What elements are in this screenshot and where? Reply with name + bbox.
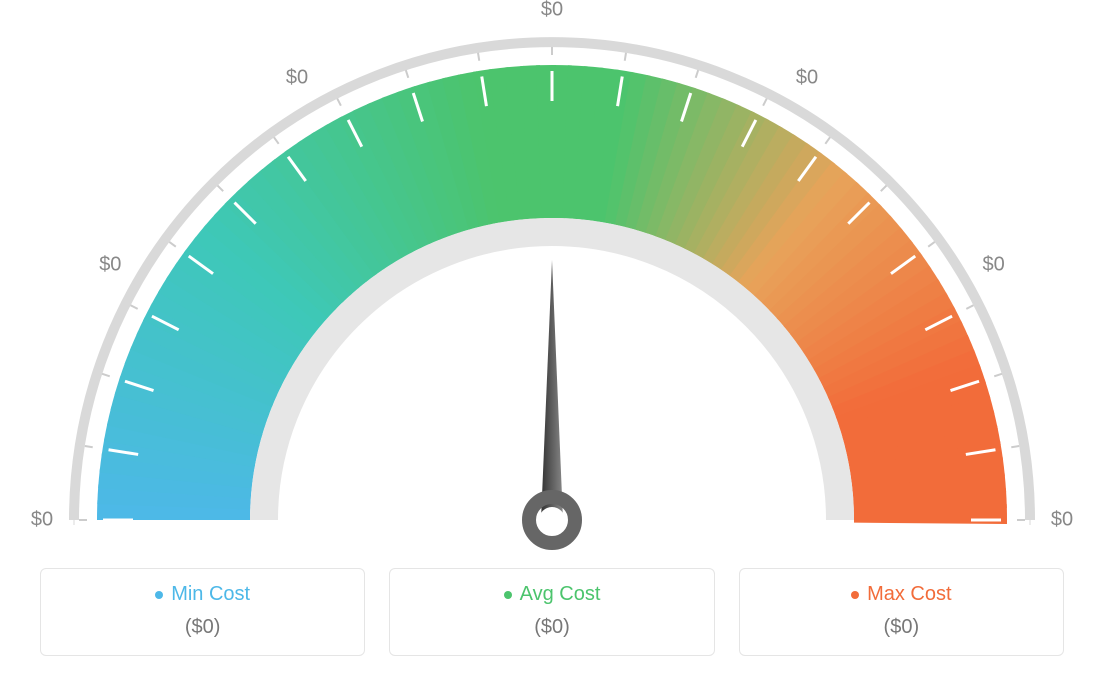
legend-dot-avg	[504, 591, 512, 599]
legend-label-max: Max Cost	[867, 583, 951, 606]
legend-value-avg: ($0)	[402, 616, 701, 639]
gauge-tick-label: $0	[286, 67, 308, 90]
legend-card-max: Max Cost ($0)	[739, 568, 1064, 656]
legend-label-avg: Avg Cost	[520, 583, 601, 606]
gauge-svg	[0, 0, 1104, 560]
gauge-tick-label: $0	[1051, 509, 1073, 532]
gauge-tick-label: $0	[983, 254, 1005, 277]
gauge-tick-label: $0	[541, 0, 563, 22]
legend-label-min: Min Cost	[171, 583, 250, 606]
legend-card-min: Min Cost ($0)	[40, 568, 365, 656]
legend-card-avg: Avg Cost ($0)	[389, 568, 714, 656]
gauge-tick-label: $0	[31, 509, 53, 532]
legend-value-max: ($0)	[752, 616, 1051, 639]
gauge-chart: $0 $0 $0 $0 $0 $0 $0	[0, 0, 1104, 560]
gauge-tick-label: $0	[99, 254, 121, 277]
legend-dot-min	[155, 591, 163, 599]
legend-value-min: ($0)	[53, 616, 352, 639]
legend-dot-max	[851, 591, 859, 599]
gauge-tick-label: $0	[796, 67, 818, 90]
legend-row: Min Cost ($0) Avg Cost ($0) Max Cost ($0…	[40, 568, 1064, 656]
